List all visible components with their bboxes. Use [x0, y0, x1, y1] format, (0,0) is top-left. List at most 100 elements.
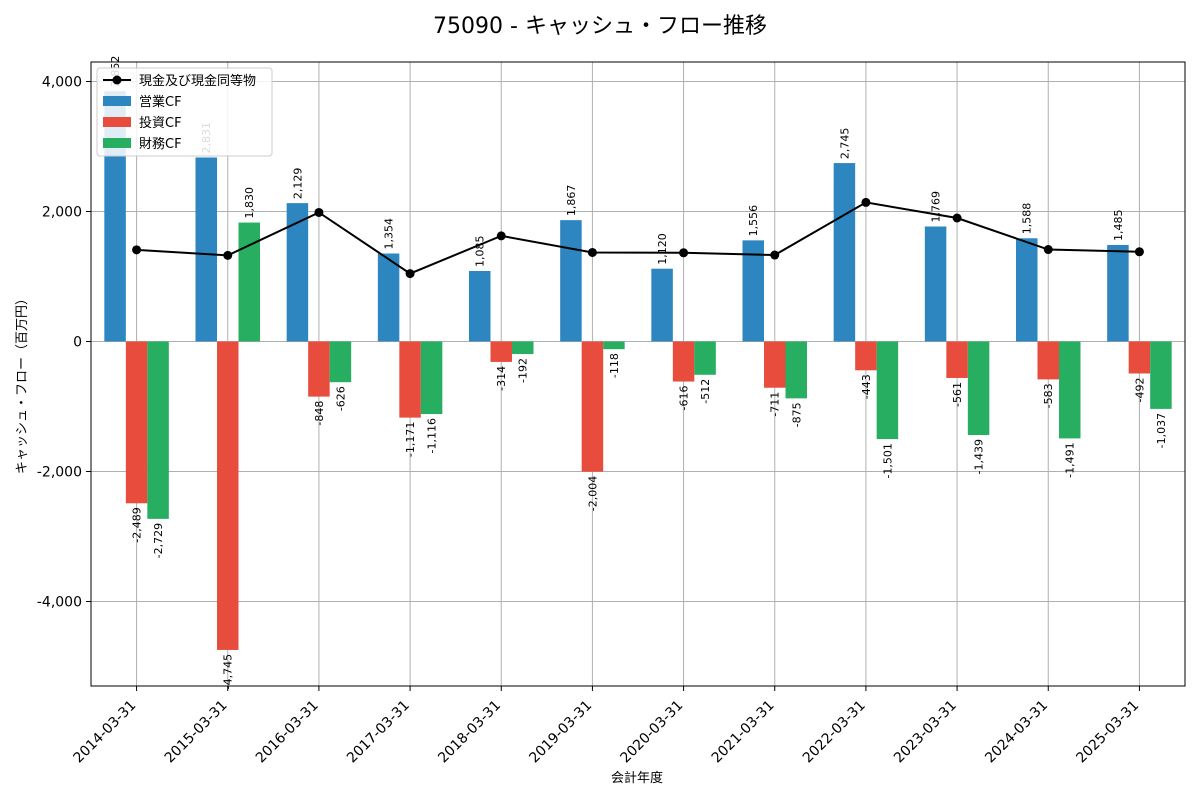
x-tick-label: 2014-03-31: [71, 698, 140, 767]
bar: [672, 341, 695, 382]
bar: [195, 157, 217, 342]
cash-line: [136, 201, 1140, 275]
data-label: -1,439: [973, 439, 986, 474]
data-label: 1,354: [383, 218, 396, 250]
bar: [286, 203, 309, 342]
data-label: -492: [1133, 377, 1146, 402]
data-label: -192: [517, 358, 530, 383]
bar: [785, 341, 807, 399]
bar: [469, 270, 491, 342]
y-tick-label: -4,000: [37, 595, 82, 611]
bar: [1150, 341, 1172, 409]
x-axis-ticks: 2014-03-31 2015-03-31 2016-03-31 2017-03-31…: [71, 686, 1142, 767]
data-label: -848: [313, 401, 326, 426]
data-label: -2,729: [152, 523, 165, 558]
bar: [833, 163, 856, 342]
bar: [125, 341, 148, 504]
legend-bar-swatch: [103, 117, 131, 127]
data-label: 2,745: [838, 128, 851, 160]
data-label: 1,556: [747, 205, 760, 237]
cash-point: [861, 197, 871, 207]
x-tick-label: 2023-03-31: [891, 698, 960, 767]
bar: [742, 240, 764, 342]
x-tick-label: 2020-03-31: [618, 698, 687, 767]
cash-point: [587, 247, 597, 257]
bar: [581, 341, 604, 472]
data-label: -561: [951, 382, 964, 407]
data-label: -875: [790, 402, 803, 427]
bar: [308, 341, 330, 397]
bar: [329, 341, 352, 383]
bar: [1059, 341, 1081, 439]
cash-point: [223, 250, 233, 260]
data-label: -1,116: [426, 418, 439, 453]
bar: [967, 341, 990, 436]
data-label: 1,485: [1112, 209, 1125, 241]
bars-layer: [104, 91, 1172, 650]
x-tick-label: 2025-03-31: [1073, 698, 1142, 767]
bar: [420, 341, 443, 415]
data-label: -512: [699, 379, 712, 404]
y-tick-label: -2,000: [37, 465, 82, 481]
bar: [1016, 238, 1038, 342]
y-axis-ticks: -4,000 -2,000 0 2,000 4,000: [37, 75, 91, 611]
bar: [694, 341, 716, 375]
data-label: -583: [1042, 383, 1055, 408]
cash-point: [405, 269, 415, 279]
bar: [946, 341, 968, 378]
data-label: 1,085: [474, 235, 487, 267]
x-tick-label: 2015-03-31: [162, 698, 231, 767]
y-axis-label: キャッシュ・フロー（百万円）: [15, 292, 30, 474]
bar: [512, 341, 534, 354]
data-label: -314: [495, 366, 508, 391]
cash-point: [952, 213, 962, 223]
cash-point: [770, 250, 780, 260]
bar: [924, 226, 947, 342]
cash-point: [496, 231, 506, 241]
y-tick-label: 0: [73, 335, 82, 351]
cash-point: [1043, 245, 1053, 255]
data-label: 2,129: [291, 168, 304, 200]
cash-point: [679, 248, 689, 258]
bar: [1037, 341, 1059, 380]
data-label: -2,004: [586, 476, 599, 511]
chart-title: 75090 - キャッシュ・フロー推移: [433, 14, 767, 39]
data-label: -1,037: [1155, 413, 1168, 448]
data-label: -711: [769, 392, 782, 417]
cash-point: [132, 245, 142, 255]
data-label: -1,491: [1064, 442, 1077, 477]
data-label: -626: [334, 386, 347, 411]
x-tick-label: 2024-03-31: [982, 698, 1051, 767]
bar: [603, 341, 625, 350]
x-tick-label: 2021-03-31: [709, 698, 778, 767]
y-tick-label: 4,000: [42, 75, 82, 91]
bar: [490, 341, 512, 362]
data-label: 1,588: [1021, 203, 1034, 235]
legend-label: 現金及び現金同等物: [139, 73, 256, 89]
x-tick-label: 2018-03-31: [435, 698, 504, 767]
bar: [764, 341, 786, 388]
data-label: -443: [860, 374, 873, 399]
x-tick-label: 2016-03-31: [253, 698, 322, 767]
bar: [217, 341, 239, 650]
legend-marker-swatch: [112, 75, 122, 85]
data-label: 1,769: [930, 191, 943, 223]
bar: [1107, 244, 1129, 342]
data-label: 1,830: [243, 187, 256, 219]
plot-frame: [90, 61, 1186, 687]
legend-label: 投資CF: [139, 115, 182, 131]
data-label: -616: [678, 386, 691, 411]
bar: [651, 268, 673, 342]
legend-bar-swatch: [103, 138, 131, 148]
data-label: 1,867: [565, 185, 578, 217]
cash-line-layer: [132, 197, 1144, 279]
bar: [377, 253, 400, 342]
bar: [238, 222, 260, 342]
data-label: -2,489: [131, 507, 144, 542]
y-tick-label: 2,000: [42, 205, 82, 221]
legend-bar-swatch: [103, 96, 131, 106]
bar: [560, 220, 582, 342]
legend-box: [96, 67, 273, 157]
legend-label: 営業CF: [139, 94, 182, 110]
